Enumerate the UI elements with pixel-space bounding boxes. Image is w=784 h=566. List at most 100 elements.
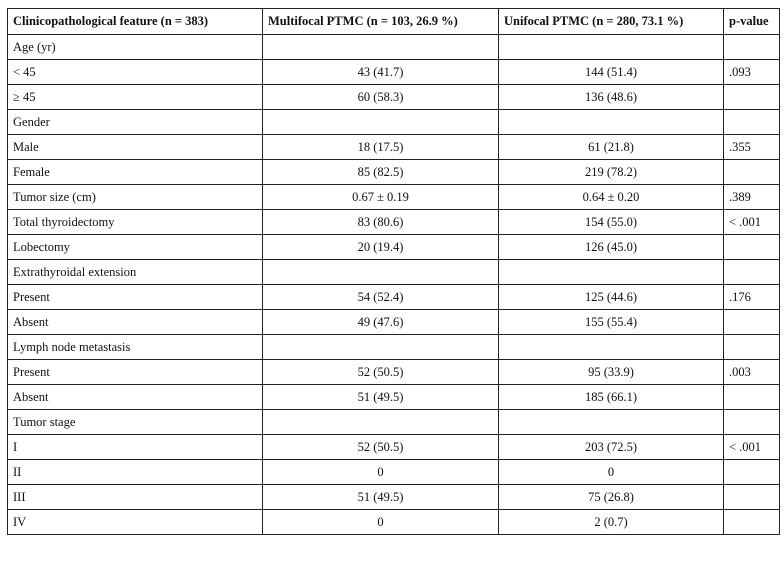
unifocal-cell: 203 (72.5): [498, 434, 724, 460]
header-multifocal: Multifocal PTMC (n = 103, 26.9 %): [262, 8, 499, 35]
table-row: Age (yr): [7, 34, 780, 60]
table-row: IV 0 2 (0.7): [7, 509, 780, 535]
header-p-value: p-value: [723, 8, 780, 35]
table-row: III 51 (49.5) 75 (26.8): [7, 484, 780, 510]
multifocal-cell: 0: [262, 509, 499, 535]
table-row: I 52 (50.5) 203 (72.5) < .001: [7, 434, 780, 460]
unifocal-cell: 61 (21.8): [498, 134, 724, 160]
p-value-cell: [723, 484, 780, 510]
multifocal-cell: 51 (49.5): [262, 384, 499, 410]
multifocal-cell: 51 (49.5): [262, 484, 499, 510]
table-row: Present 54 (52.4) 125 (44.6) .176: [7, 284, 780, 310]
table-row: II 0 0: [7, 459, 780, 485]
table-row: < 45 43 (41.7) 144 (51.4) .093: [7, 59, 780, 85]
multifocal-cell: 52 (50.5): [262, 359, 499, 385]
unifocal-cell: 125 (44.6): [498, 284, 724, 310]
multifocal-cell: 83 (80.6): [262, 209, 499, 235]
table-row: Absent 51 (49.5) 185 (66.1): [7, 384, 780, 410]
table-row: Lymph node metastasis: [7, 334, 780, 360]
table-row: Tumor stage: [7, 409, 780, 435]
unifocal-cell: 155 (55.4): [498, 309, 724, 335]
multifocal-cell: [262, 109, 499, 135]
p-value-cell: .003: [723, 359, 780, 385]
feature-cell: < 45: [7, 59, 263, 85]
unifocal-cell: 95 (33.9): [498, 359, 724, 385]
table-row: Male 18 (17.5) 61 (21.8) .355: [7, 134, 780, 160]
feature-cell: Lymph node metastasis: [7, 334, 263, 360]
multifocal-cell: 52 (50.5): [262, 434, 499, 460]
multifocal-cell: 49 (47.6): [262, 309, 499, 335]
p-value-cell: [723, 259, 780, 285]
p-value-cell: [723, 109, 780, 135]
feature-cell: Absent: [7, 384, 263, 410]
multifocal-cell: 85 (82.5): [262, 159, 499, 185]
feature-cell: Tumor size (cm): [7, 184, 263, 210]
table-row: Female 85 (82.5) 219 (78.2): [7, 159, 780, 185]
feature-cell: Present: [7, 359, 263, 385]
table-row: Gender: [7, 109, 780, 135]
unifocal-cell: 2 (0.7): [498, 509, 724, 535]
feature-cell: Extrathyroidal extension: [7, 259, 263, 285]
unifocal-cell: [498, 334, 724, 360]
p-value-cell: [723, 34, 780, 60]
p-value-cell: [723, 234, 780, 260]
p-value-cell: [723, 459, 780, 485]
p-value-cell: [723, 334, 780, 360]
unifocal-cell: 185 (66.1): [498, 384, 724, 410]
multifocal-cell: 0: [262, 459, 499, 485]
multifocal-cell: [262, 409, 499, 435]
header-unifocal: Unifocal PTMC (n = 280, 73.1 %): [498, 8, 724, 35]
feature-cell: Present: [7, 284, 263, 310]
p-value-cell: [723, 384, 780, 410]
unifocal-cell: [498, 409, 724, 435]
header-row: Clinicopathological feature (n = 383) Mu…: [7, 8, 780, 35]
feature-cell: Gender: [7, 109, 263, 135]
unifocal-cell: 126 (45.0): [498, 234, 724, 260]
table-row: Tumor size (cm) 0.67 ± 0.19 0.64 ± 0.20.38…: [7, 184, 780, 210]
feature-cell: Age (yr): [7, 34, 263, 60]
feature-cell: III: [7, 484, 263, 510]
feature-cell: Male: [7, 134, 263, 160]
unifocal-cell: [498, 109, 724, 135]
table-row: Present 52 (50.5) 95 (33.9) .003: [7, 359, 780, 385]
p-value-cell: [723, 409, 780, 435]
feature-cell: Female: [7, 159, 263, 185]
multifocal-cell: 18 (17.5): [262, 134, 499, 160]
p-value-cell: < .001: [723, 209, 780, 235]
unifocal-cell: 0: [498, 459, 724, 485]
multifocal-cell: 0.67 ± 0.19: [262, 184, 499, 210]
unifocal-cell: 219 (78.2): [498, 159, 724, 185]
p-value-cell: [723, 509, 780, 535]
p-value-cell: < .001: [723, 434, 780, 460]
feature-cell: Absent: [7, 309, 263, 335]
p-value-cell: [723, 309, 780, 335]
p-value-cell: .176: [723, 284, 780, 310]
feature-cell: II: [7, 459, 263, 485]
table-row: ≥ 45 60 (58.3) 136 (48.6): [7, 84, 780, 110]
multifocal-cell: 43 (41.7): [262, 59, 499, 85]
multifocal-cell: 60 (58.3): [262, 84, 499, 110]
clinicopathological-table: Clinicopathological feature (n = 383) Mu…: [7, 8, 780, 535]
unifocal-cell: 154 (55.0): [498, 209, 724, 235]
feature-cell: Lobectomy: [7, 234, 263, 260]
unifocal-cell: 136 (48.6): [498, 84, 724, 110]
table-container: Clinicopathological feature (n = 383) Mu…: [7, 8, 780, 535]
multifocal-cell: [262, 34, 499, 60]
table-row: Total thyroidectomy 83 (80.6) 154 (55.0) < …: [7, 209, 780, 235]
feature-cell: Total thyroidectomy: [7, 209, 263, 235]
feature-cell: Tumor stage: [7, 409, 263, 435]
p-value-cell: .355: [723, 134, 780, 160]
multifocal-cell: [262, 334, 499, 360]
multifocal-cell: [262, 259, 499, 285]
feature-cell: I: [7, 434, 263, 460]
p-value-cell: .093: [723, 59, 780, 85]
table-row: Lobectomy 20 (19.4) 126 (45.0): [7, 234, 780, 260]
multifocal-cell: 20 (19.4): [262, 234, 499, 260]
unifocal-cell: 75 (26.8): [498, 484, 724, 510]
unifocal-cell: 0.64 ± 0.20: [498, 184, 724, 210]
unifocal-cell: [498, 259, 724, 285]
table-row: Extrathyroidal extension: [7, 259, 780, 285]
unifocal-cell: [498, 34, 724, 60]
p-value-cell: .389: [723, 184, 780, 210]
unifocal-cell: 144 (51.4): [498, 59, 724, 85]
